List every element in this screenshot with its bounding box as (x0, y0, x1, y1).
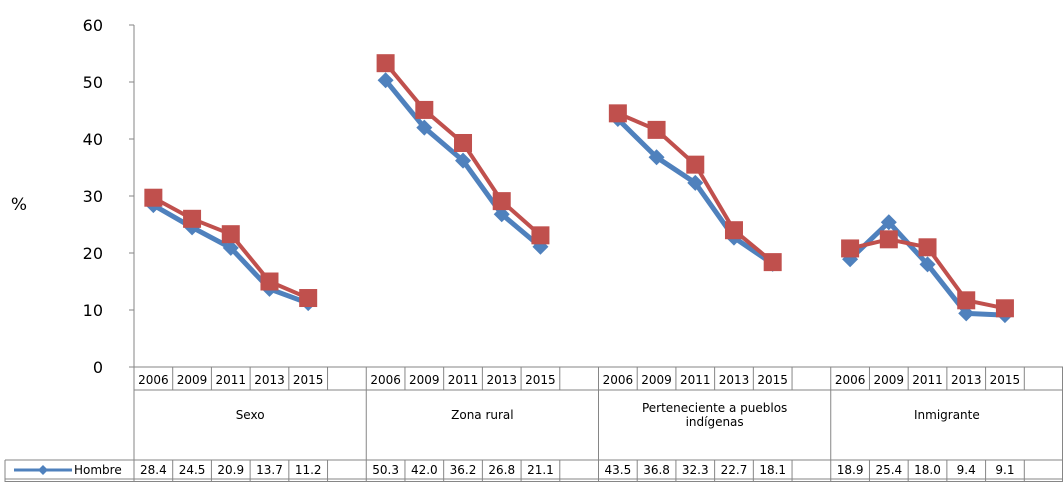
year-label: 2015 (990, 373, 1021, 387)
table-cell-value: 20.9 (217, 463, 244, 477)
y-tick-label: 30 (83, 187, 103, 206)
data-point (686, 155, 705, 174)
data-point (299, 289, 318, 308)
year-label: 2013 (951, 373, 982, 387)
y-tick-label: 10 (83, 301, 103, 320)
table-cell-value: 18.1 (759, 463, 786, 477)
data-point (454, 133, 473, 152)
table-cell-value: 26.8 (488, 463, 515, 477)
data-point (918, 238, 937, 257)
data-point (687, 174, 704, 191)
legend-label: Hombre (74, 463, 122, 477)
data-point (958, 305, 975, 322)
plot-area (144, 54, 1014, 324)
group-label: indígenas (686, 415, 744, 429)
group-label: Perteneciente a pueblos (642, 401, 787, 415)
year-label: 2011 (680, 373, 711, 387)
year-label: 2011 (448, 373, 479, 387)
data-point (144, 188, 163, 207)
table-cell-value: 11.2 (295, 463, 322, 477)
data-point (647, 120, 666, 139)
data-point (415, 100, 434, 119)
year-label: 2013 (719, 373, 750, 387)
year-label: 2013 (254, 373, 285, 387)
data-point (455, 152, 472, 169)
data-point (260, 272, 279, 291)
data-point (841, 239, 860, 258)
data-table: 2006 2009 2011 2013 2015 Sexo 2006 2009 2011 2013… (4, 366, 1063, 482)
table-cell-value: 25.4 (875, 463, 902, 477)
table-cell-value: 13.7 (256, 463, 283, 477)
data-point (416, 119, 433, 136)
data-point (919, 256, 936, 273)
data-point (608, 104, 627, 123)
table-cell-value: 9.1 (995, 463, 1014, 477)
table-cell-value: 22.7 (721, 463, 748, 477)
year-label: 2009 (641, 373, 672, 387)
y-tick-label: 60 (83, 16, 103, 35)
year-label: 2009 (177, 373, 208, 387)
group-label: Sexo (236, 408, 265, 422)
table-cell-value: 28.4 (140, 463, 167, 477)
data-point (648, 149, 665, 166)
table-cell-value: 9.4 (957, 463, 976, 477)
data-point (531, 226, 550, 245)
year-label: 2009 (874, 373, 905, 387)
legend-marker (38, 465, 48, 475)
year-label: 2011 (912, 373, 943, 387)
data-point (221, 225, 240, 244)
y-axis-label: % (11, 195, 27, 215)
data-point (222, 239, 239, 256)
table-cell-value: 21.1 (527, 463, 554, 477)
year-label: 2006 (138, 373, 169, 387)
data-point (377, 72, 394, 89)
year-label: 2006 (603, 373, 634, 387)
y-tick-label: 20 (83, 244, 103, 263)
data-point (957, 291, 976, 310)
group-label: Inmigrante (914, 408, 980, 422)
year-label: 2006 (835, 373, 866, 387)
table-cell-value: 43.5 (604, 463, 631, 477)
data-point (183, 209, 202, 228)
table-cell-value: 24.5 (179, 463, 206, 477)
data-point (879, 230, 898, 249)
table-cell-value: 32.3 (682, 463, 709, 477)
data-point (724, 221, 743, 240)
group-label: Zona rural (451, 408, 514, 422)
data-point (492, 192, 511, 211)
year-label: 2009 (409, 373, 440, 387)
year-label: 2015 (293, 373, 324, 387)
table-cell-value: 50.3 (372, 463, 399, 477)
table-cell-value: 42.0 (411, 463, 438, 477)
table-cell-value: 18.9 (837, 463, 864, 477)
y-tick-label: 50 (83, 73, 103, 92)
data-point (880, 214, 897, 231)
y-tick-label: 40 (83, 130, 103, 149)
data-point (995, 299, 1014, 318)
table-cell-value: 36.8 (643, 463, 670, 477)
y-axis: 0 10 20 30 40 50 60 (83, 16, 135, 377)
year-label: 2006 (370, 373, 401, 387)
y-tick-label: 0 (93, 358, 103, 377)
table-cell-value: 36.2 (450, 463, 477, 477)
data-point (376, 54, 395, 73)
year-label: 2015 (525, 373, 556, 387)
table-cell-value: 18.0 (914, 463, 941, 477)
year-label: 2011 (215, 373, 246, 387)
data-point (493, 206, 510, 223)
year-label: 2015 (757, 373, 788, 387)
year-label: 2013 (486, 373, 517, 387)
data-point (763, 253, 782, 272)
